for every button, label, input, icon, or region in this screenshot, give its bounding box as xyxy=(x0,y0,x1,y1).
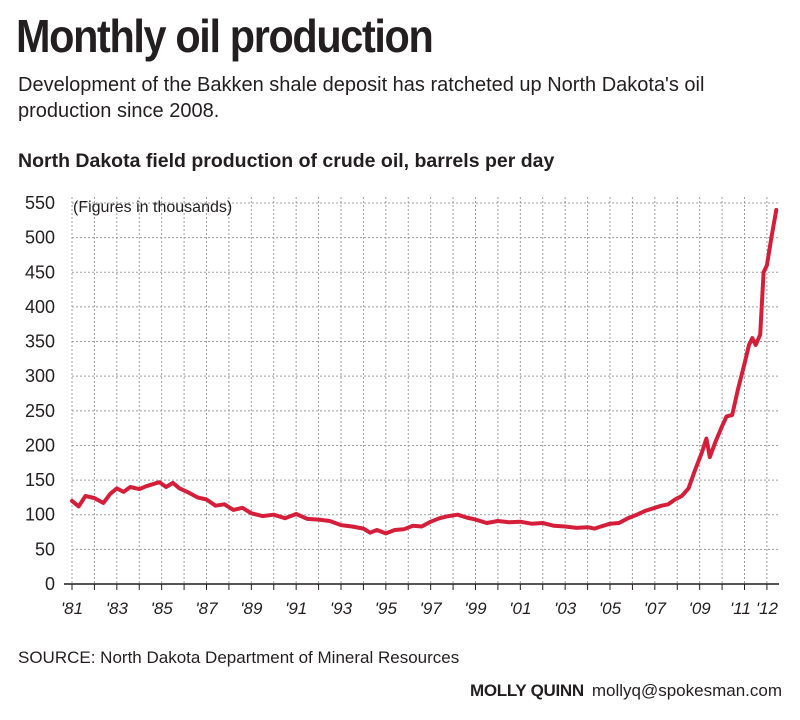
chart-grid xyxy=(71,197,779,584)
y-tick-label: 150 xyxy=(25,470,55,490)
x-tick-label: '11 xyxy=(730,599,751,618)
x-tick-label: '99 xyxy=(464,599,487,618)
y-tick-label: 400 xyxy=(25,297,55,317)
chart-series xyxy=(70,207,779,536)
source-note: SOURCE: North Dakota Department of Miner… xyxy=(18,648,460,667)
x-tick-label: '01 xyxy=(509,599,531,618)
page-title: Monthly oil production xyxy=(16,10,434,62)
x-tick-label: '07 xyxy=(644,599,667,618)
y-tick-label: 0 xyxy=(45,574,55,594)
x-tick-label: '83 xyxy=(106,599,129,618)
x-tick-label: '95 xyxy=(375,599,398,618)
y-tick-label: 550 xyxy=(25,193,55,213)
production-line xyxy=(70,207,779,536)
x-tick-label: '12 xyxy=(756,599,779,618)
y-tick-label: 250 xyxy=(25,401,55,421)
byline-email: mollyq@spokesman.com xyxy=(591,681,782,700)
chart-heading: North Dakota field production of crude o… xyxy=(18,150,555,172)
x-tick-label: '87 xyxy=(195,599,218,618)
y-tick-label: 50 xyxy=(35,539,55,559)
chart-axes: 0 50 100 150 200 250 300 350 400 450 500 550 '81 '83 '… xyxy=(25,193,779,618)
y-tick-label: 300 xyxy=(25,366,55,386)
x-tick-label: '89 xyxy=(240,599,263,618)
y-tick-label: 500 xyxy=(25,228,55,248)
x-tick-label: '93 xyxy=(330,599,353,618)
x-tick-label: '81 xyxy=(61,599,83,618)
chart-annotation: (Figures in thousands) xyxy=(73,199,232,216)
x-tick-label: '09 xyxy=(689,599,712,618)
y-tick-label: 200 xyxy=(25,435,55,455)
page-subtitle: Development of the Bakken shale deposit … xyxy=(18,74,705,122)
x-tick-label: '85 xyxy=(151,599,174,618)
x-tick-label: '03 xyxy=(554,599,577,618)
byline-name: MOLLY QUINN xyxy=(470,681,584,700)
x-tick-label: '97 xyxy=(420,599,443,618)
y-tick-label: 450 xyxy=(25,262,55,282)
x-tick-label: '05 xyxy=(599,599,622,618)
y-tick-label: 350 xyxy=(25,332,55,352)
y-tick-label: 100 xyxy=(25,505,55,525)
x-tick-label: '91 xyxy=(285,599,307,618)
oil-production-chart: 0 50 100 150 200 250 300 350 400 450 500 550 '81 '83 '… xyxy=(25,193,779,618)
byline: MOLLY QUINN mollyq@spokesman.com xyxy=(470,680,782,702)
